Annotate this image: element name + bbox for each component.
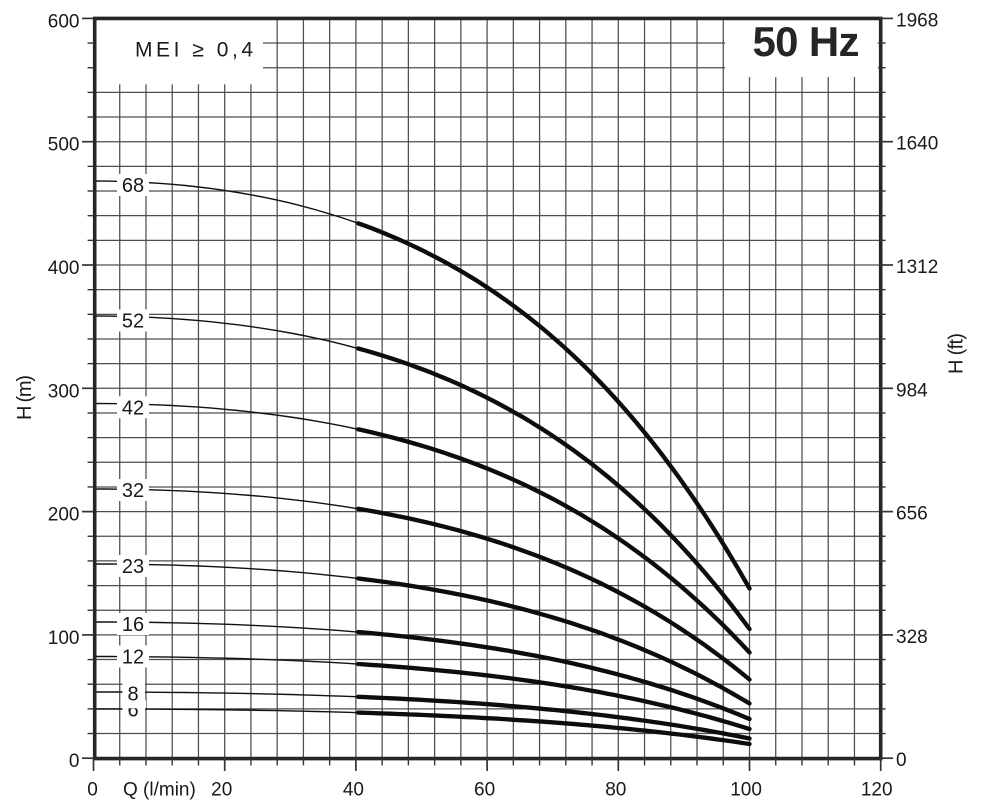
svg-text:400: 400 [48, 258, 80, 279]
svg-text:60: 60 [474, 779, 495, 800]
svg-text:32: 32 [122, 480, 144, 502]
svg-text:16: 16 [122, 614, 144, 636]
svg-text:100: 100 [48, 628, 80, 649]
svg-text:MEI ≥ 0,4: MEI ≥ 0,4 [135, 39, 253, 62]
svg-text:200: 200 [48, 505, 80, 526]
svg-text:0: 0 [87, 779, 98, 800]
svg-text:Q (l/min): Q (l/min) [123, 780, 196, 801]
svg-text:300: 300 [48, 381, 80, 402]
svg-text:0: 0 [896, 750, 907, 771]
svg-text:500: 500 [48, 135, 80, 156]
svg-text:984: 984 [896, 380, 928, 401]
svg-text:600: 600 [48, 11, 80, 32]
svg-text:H (m): H (m) [14, 375, 36, 420]
svg-text:50 Hz: 50 Hz [753, 18, 860, 65]
svg-text:656: 656 [896, 504, 928, 525]
svg-text:328: 328 [896, 627, 928, 648]
svg-text:1968: 1968 [896, 10, 938, 31]
svg-text:40: 40 [343, 779, 364, 800]
svg-text:H (ft): H (ft) [946, 333, 968, 374]
svg-text:80: 80 [605, 779, 626, 800]
svg-text:68: 68 [122, 175, 144, 197]
svg-text:120: 120 [861, 779, 893, 800]
svg-text:1640: 1640 [896, 134, 938, 155]
svg-text:0: 0 [69, 751, 80, 772]
svg-text:1312: 1312 [896, 257, 938, 278]
svg-text:8: 8 [127, 684, 138, 706]
svg-text:52: 52 [122, 311, 144, 333]
svg-text:12: 12 [122, 647, 144, 669]
svg-text:42: 42 [122, 397, 144, 419]
svg-text:20: 20 [211, 779, 232, 800]
svg-text:100: 100 [730, 779, 762, 800]
svg-text:6: 6 [127, 699, 138, 721]
svg-text:23: 23 [122, 556, 144, 578]
